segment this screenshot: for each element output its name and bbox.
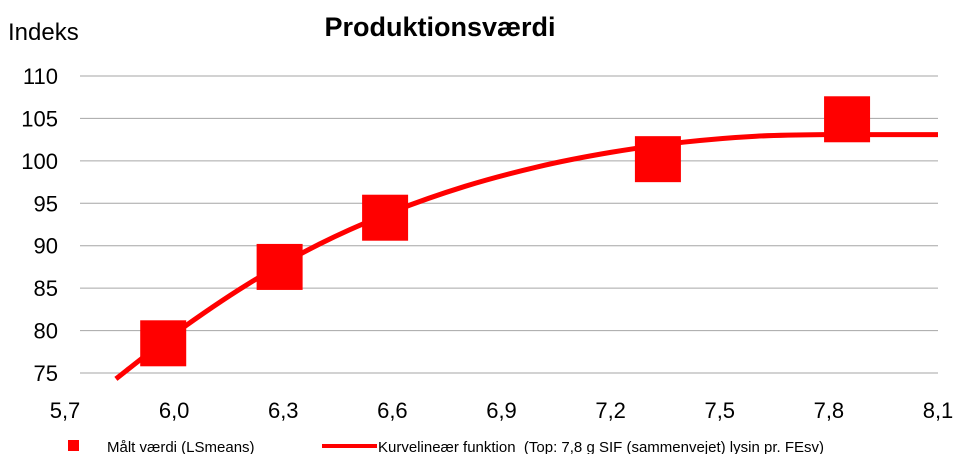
x-tick-labels: 5,7 6,0 6,3 6,6 6,9 7,2 7,5 7,8 8,1	[50, 398, 954, 423]
y-tick-label: 75	[34, 361, 58, 386]
y-tick-label: 90	[34, 234, 58, 259]
x-tick-label: 7,2	[595, 398, 626, 423]
data-point	[824, 96, 871, 143]
y-tick-labels: 110 105 100 95 90 85 80 75	[21, 64, 58, 386]
data-point	[634, 136, 681, 183]
y-tick-label: 80	[34, 319, 58, 344]
measured-markers	[140, 96, 871, 367]
y-tick-label: 95	[34, 191, 58, 216]
x-tick-label: 6,6	[377, 398, 408, 423]
legend-marker-measured	[68, 440, 79, 451]
legend: Målt værdi (LSmeans) Kurvelineær funktio…	[68, 439, 824, 454]
x-tick-label: 7,8	[814, 398, 845, 423]
x-tick-label: 6,9	[486, 398, 517, 423]
x-tick-label: 7,5	[704, 398, 735, 423]
y-axis-label: Indeks	[8, 19, 79, 46]
fitted-curve	[114, 131, 938, 381]
data-point	[256, 243, 303, 290]
curve-line	[114, 131, 938, 381]
gridlines	[80, 75, 938, 374]
legend-label-measured: Målt værdi (LSmeans)	[107, 439, 255, 454]
x-tick-label: 8,1	[923, 398, 954, 423]
y-tick-label: 110	[23, 64, 58, 89]
data-point	[140, 320, 187, 367]
x-tick-label: 5,7	[50, 398, 81, 423]
y-tick-label: 100	[21, 149, 58, 174]
data-point	[362, 194, 409, 241]
y-tick-label: 85	[34, 276, 58, 301]
x-tick-label: 6,3	[268, 398, 299, 423]
chart-title: Produktionsværdi	[324, 12, 555, 42]
x-tick-label: 6,0	[159, 398, 190, 423]
y-tick-label: 105	[21, 106, 58, 131]
legend-label-curve: Kurvelineær funktion (Top: 7,8 g SIF (sa…	[378, 439, 824, 454]
